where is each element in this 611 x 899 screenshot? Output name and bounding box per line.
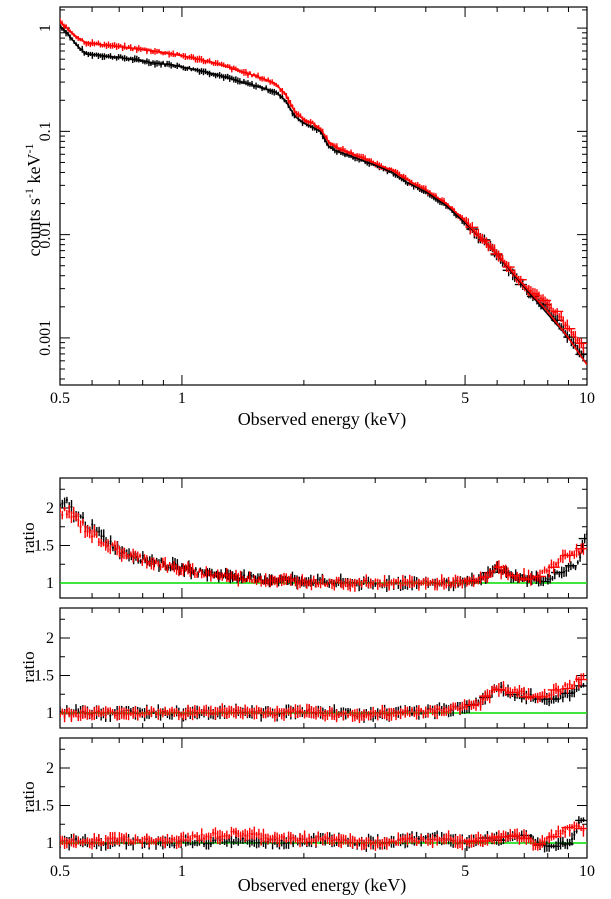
y-tick-label: 0.1	[37, 121, 54, 141]
x-tick-label: 10	[579, 863, 595, 880]
ratio-label-1: ratio	[19, 522, 38, 553]
ratio-label-2: ratio	[19, 651, 38, 682]
x-tick-label: 0.5	[50, 863, 70, 880]
x-tick-label: 1	[178, 390, 186, 407]
y-axis-title-spectrum: counts s-1 keV-1	[22, 144, 44, 257]
model-curve	[60, 21, 587, 366]
plot-area	[60, 816, 587, 853]
plot-frame	[59, 737, 588, 859]
y-tick-label: 2	[46, 630, 54, 647]
y-axis-title-kev: keV	[24, 154, 44, 189]
y-tick-label: 2	[46, 760, 54, 777]
y-tick-label: 1	[37, 24, 54, 32]
spectrum-panel: 0.5 1 5 10 1 0.1 0.01 0.001	[37, 6, 595, 407]
x-axis-title-bottom: Observed energy (keV)	[238, 875, 407, 896]
x-tick-label: 1	[178, 863, 186, 880]
x-tick-label: 5	[461, 863, 469, 880]
plot-frame	[59, 607, 588, 729]
ratio-panel-1: 11.52	[34, 477, 588, 599]
ratio-panel-3: 0.5 1 5 10 1 1.5 2	[34, 737, 595, 880]
y-tick-label: 0.001	[37, 320, 54, 356]
y-axis-title-exp2: -1	[22, 144, 36, 154]
y-tick-label: 1	[46, 705, 54, 722]
x-tick-label: 10	[579, 390, 595, 407]
y-tick-label: 0.01	[37, 221, 54, 249]
x-tick-label: 5	[461, 390, 469, 407]
x-tick-label: 0.5	[50, 390, 70, 407]
plot-area	[60, 673, 587, 724]
x-axis-title-top: Observed energy (keV)	[238, 409, 407, 430]
plot-area	[60, 496, 587, 593]
y-tick-label: 1	[46, 835, 54, 852]
y-tick-label: 1.5	[34, 798, 54, 815]
plot-area	[60, 17, 587, 366]
y-tick-label: 1	[46, 575, 54, 592]
ratio-panel-2: 11.52	[34, 607, 588, 729]
y-tick-label: 1.5	[34, 538, 54, 555]
ratio-label-3: ratio	[19, 781, 38, 812]
model-curve	[60, 25, 587, 366]
plot-frame	[59, 6, 588, 386]
y-axis-title-exp1: -1	[22, 188, 36, 198]
y-axis-title-counts: counts s	[24, 198, 44, 257]
axis-labels: Observed energy (keV) Observed energy (k…	[19, 144, 406, 897]
y-tick-label: 2	[46, 500, 54, 517]
y-tick-label: 1.5	[34, 668, 54, 685]
